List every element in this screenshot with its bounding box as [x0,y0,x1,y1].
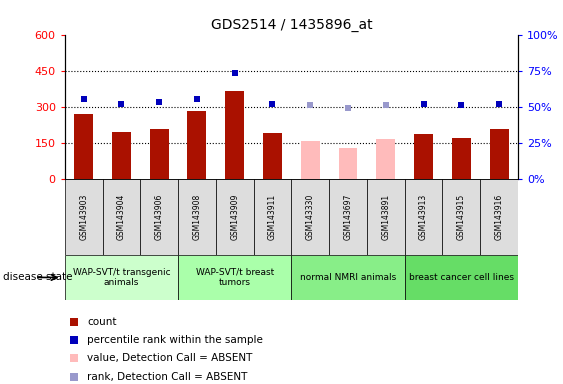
Text: GSM143913: GSM143913 [419,194,428,240]
Text: GSM143908: GSM143908 [193,194,202,240]
Bar [338,148,358,179]
Bar [178,255,292,300]
Text: percentile rank within the sample: percentile rank within the sample [87,335,263,345]
Bar [367,179,405,255]
Bar [74,114,93,179]
Bar [112,132,131,179]
Text: GSM143906: GSM143906 [155,194,164,240]
Bar [178,179,216,255]
Bar [405,179,443,255]
Bar [102,179,140,255]
Bar [292,255,405,300]
Bar [225,91,244,179]
Bar [490,129,508,179]
Text: GSM143909: GSM143909 [230,194,239,240]
Bar [65,255,178,300]
Bar [263,134,282,179]
Bar [292,179,329,255]
Text: GSM143904: GSM143904 [117,194,126,240]
Bar [414,134,433,179]
Bar [452,138,471,179]
Bar [301,141,320,179]
Text: count: count [87,317,117,327]
Bar [150,129,168,179]
Text: GSM143916: GSM143916 [494,194,503,240]
Bar [65,179,102,255]
Bar [480,179,518,255]
Title: GDS2514 / 1435896_at: GDS2514 / 1435896_at [211,18,372,32]
Text: disease state: disease state [3,272,72,283]
Text: WAP-SVT/t transgenic
animals: WAP-SVT/t transgenic animals [73,268,170,287]
Text: breast cancer cell lines: breast cancer cell lines [409,273,514,282]
Text: value, Detection Call = ABSENT: value, Detection Call = ABSENT [87,353,253,363]
Text: GSM143697: GSM143697 [343,194,352,240]
Bar [253,179,292,255]
Bar [443,179,480,255]
Text: GSM143903: GSM143903 [79,194,88,240]
Bar [140,179,178,255]
Bar [329,179,367,255]
Bar [405,255,518,300]
Text: rank, Detection Call = ABSENT: rank, Detection Call = ABSENT [87,371,248,382]
Text: GSM143911: GSM143911 [268,194,277,240]
Text: normal NMRI animals: normal NMRI animals [300,273,396,282]
Text: GSM143330: GSM143330 [306,194,315,240]
Text: GSM143915: GSM143915 [457,194,466,240]
Text: GSM143891: GSM143891 [381,194,390,240]
Bar [376,139,395,179]
Text: WAP-SVT/t breast
tumors: WAP-SVT/t breast tumors [195,268,274,287]
Bar [187,111,207,179]
Bar [216,179,253,255]
